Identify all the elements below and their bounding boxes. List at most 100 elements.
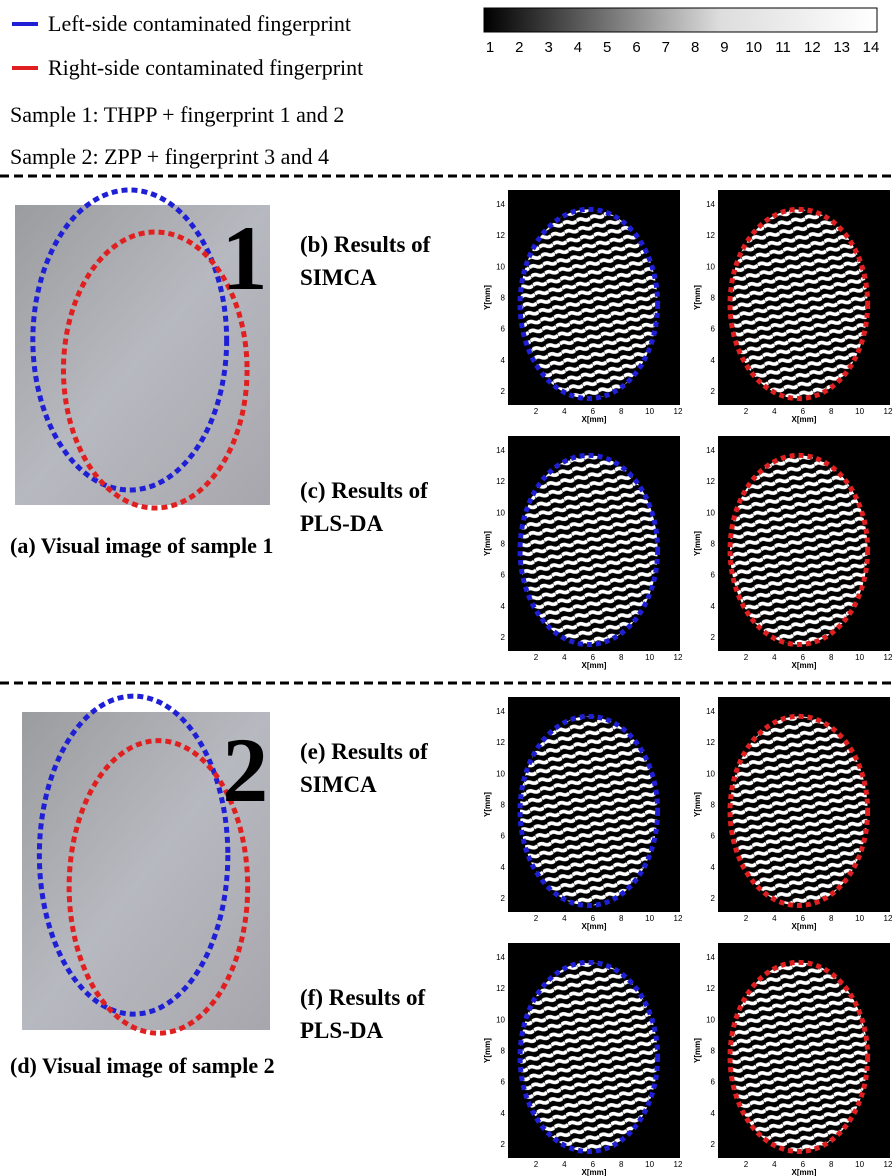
y-tick-label: 10 [706, 262, 715, 271]
y-tick-label: 10 [706, 508, 715, 517]
colorbar-tick-label: 10 [745, 39, 762, 56]
legend-label: Right-side contaminated fingerprint [48, 55, 363, 80]
y-tick-label: 10 [706, 1015, 715, 1024]
y-tick-label: 6 [711, 832, 716, 841]
y-tick-label: 4 [711, 356, 716, 365]
y-axis-label: Y[mm] [693, 285, 702, 310]
result-label: (e) Results of [300, 739, 428, 764]
x-tick-label: 8 [829, 914, 834, 923]
y-tick-label: 4 [501, 602, 506, 611]
x-tick-label: 12 [884, 407, 893, 416]
colorbar-tick-label: 2 [515, 39, 523, 56]
y-axis-label: Y[mm] [483, 1038, 492, 1063]
result-label: PLS-DA [300, 511, 383, 536]
y-tick-label: 6 [501, 832, 506, 841]
y-tick-label: 8 [711, 801, 716, 810]
y-tick-label: 8 [501, 1047, 506, 1056]
y-tick-label: 2 [501, 387, 506, 396]
result-label: SIMCA [300, 772, 377, 797]
colorbar-tick-label: 8 [691, 39, 699, 56]
y-tick-label: 6 [711, 1078, 716, 1087]
x-tick-label: 8 [619, 407, 624, 416]
colorbar-tick-label: 7 [662, 39, 670, 56]
legend-label: Left-side contaminated fingerprint [48, 11, 351, 36]
visual-caption: (a) Visual image of sample 1 [10, 533, 273, 558]
figure: Left-side contaminated fingerprint Right-… [0, 0, 896, 1176]
x-axis-label: X[mm] [582, 922, 607, 931]
x-tick-label: 10 [855, 914, 864, 923]
y-tick-label: 4 [711, 602, 716, 611]
y-tick-label: 12 [496, 738, 505, 747]
colorbar-tick-label: 9 [720, 39, 728, 56]
x-tick-label: 2 [744, 914, 749, 923]
y-tick-label: 14 [496, 446, 505, 455]
y-axis-label: Y[mm] [693, 1038, 702, 1063]
x-tick-label: 4 [562, 1160, 567, 1169]
y-tick-label: 4 [501, 356, 506, 365]
x-tick-label: 12 [884, 914, 893, 923]
colorbar-tick-label: 13 [833, 39, 850, 56]
y-tick-label: 14 [706, 200, 715, 209]
x-tick-label: 2 [744, 407, 749, 416]
y-tick-label: 4 [711, 1109, 716, 1118]
colorbar-tick-label: 6 [632, 39, 640, 56]
x-tick-label: 10 [855, 653, 864, 662]
colorbar-tick-label: 1 [486, 39, 494, 56]
x-tick-label: 4 [562, 407, 567, 416]
x-tick-label: 10 [855, 407, 864, 416]
y-tick-label: 14 [706, 446, 715, 455]
y-tick-label: 2 [501, 894, 506, 903]
x-tick-label: 2 [744, 653, 749, 662]
result-label: SIMCA [300, 265, 377, 290]
x-axis-label: X[mm] [792, 922, 817, 931]
result-label: PLS-DA [300, 1018, 383, 1043]
sample-description: Sample 2: ZPP + fingerprint 3 and 4 [10, 144, 329, 169]
y-tick-label: 2 [501, 1140, 506, 1149]
colorbar [484, 8, 877, 32]
x-tick-label: 12 [674, 653, 683, 662]
y-tick-label: 14 [496, 953, 505, 962]
x-tick-label: 10 [855, 1160, 864, 1169]
y-tick-label: 12 [496, 984, 505, 993]
result-plot: 246810121424681012X[mm]Y[mm] [483, 436, 683, 670]
y-tick-label: 2 [501, 633, 506, 642]
x-tick-label: 10 [645, 914, 654, 923]
colorbar-tick-label: 4 [574, 39, 582, 56]
colorbar-tick-label: 5 [603, 39, 611, 56]
y-tick-label: 4 [501, 1109, 506, 1118]
y-tick-label: 8 [501, 801, 506, 810]
y-tick-label: 10 [496, 1015, 505, 1024]
y-tick-label: 2 [711, 894, 716, 903]
y-tick-label: 14 [496, 200, 505, 209]
y-tick-label: 8 [501, 540, 506, 549]
x-axis-label: X[mm] [582, 415, 607, 424]
result-label: (b) Results of [300, 232, 431, 257]
y-tick-label: 12 [706, 984, 715, 993]
y-tick-label: 10 [706, 769, 715, 778]
x-tick-label: 4 [562, 914, 567, 923]
colorbar-tick-label: 11 [775, 39, 791, 56]
y-tick-label: 6 [501, 1078, 506, 1087]
x-tick-label: 12 [884, 653, 893, 662]
y-tick-label: 4 [501, 863, 506, 872]
y-tick-label: 12 [496, 231, 505, 240]
y-axis-label: Y[mm] [483, 531, 492, 556]
sample-number: 1 [222, 207, 268, 309]
x-axis-label: X[mm] [792, 415, 817, 424]
x-tick-label: 2 [534, 653, 539, 662]
y-tick-label: 6 [711, 571, 716, 580]
x-tick-label: 8 [829, 407, 834, 416]
result-label: (c) Results of [300, 478, 428, 503]
y-tick-label: 8 [711, 294, 716, 303]
y-tick-label: 12 [496, 477, 505, 486]
result-label: (f) Results of [300, 985, 426, 1010]
visual-caption: (d) Visual image of sample 2 [10, 1053, 275, 1078]
sample-number: 2 [222, 719, 268, 821]
x-tick-label: 10 [645, 653, 654, 662]
x-tick-label: 10 [645, 1160, 654, 1169]
x-tick-label: 4 [772, 407, 777, 416]
y-axis-label: Y[mm] [483, 285, 492, 310]
x-tick-label: 2 [534, 1160, 539, 1169]
